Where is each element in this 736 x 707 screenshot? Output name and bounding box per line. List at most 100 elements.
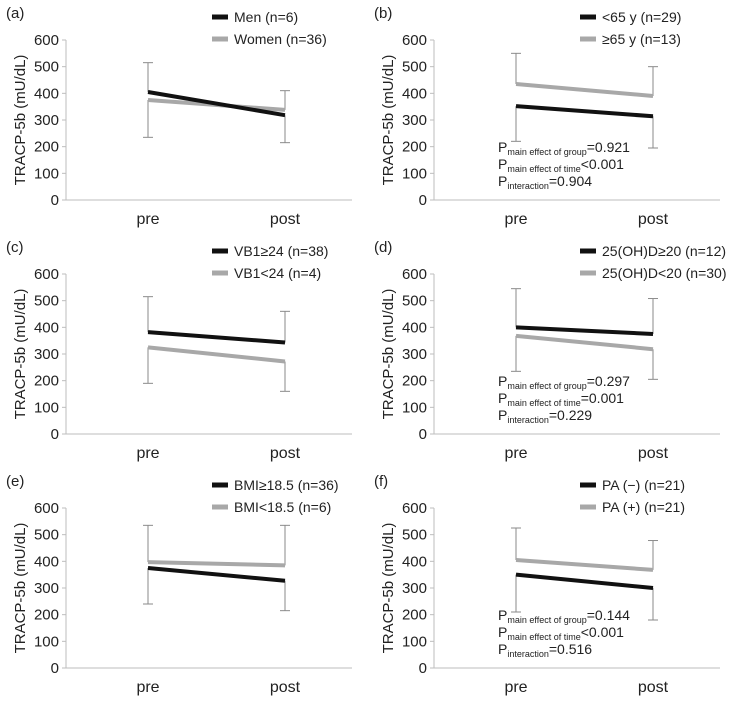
stat-p: P (498, 139, 507, 155)
y-tick-label: 400 (34, 553, 59, 570)
stat-line: Pmain effect of time=0.001 (498, 390, 624, 408)
stat-subscript: interaction (507, 181, 549, 191)
chart-c: (c) TRACP-5b (mU/dL) 0 100 200 300 400 500 600 pr… (6, 239, 352, 462)
stat-line: Pinteraction=0.904 (498, 173, 592, 191)
legend-label: <65 y (n=29) (602, 9, 681, 25)
x-tick-label: post (638, 445, 669, 462)
series-line-gray (515, 333, 654, 352)
stat-subscript: main effect of time (507, 164, 580, 174)
stat-value: =0.904 (549, 173, 592, 189)
series-line-gray (147, 345, 286, 364)
panel-label: (e) (6, 473, 24, 490)
stat-p: P (498, 373, 507, 389)
y-axis-title: TRACP-5b (mU/dL) (12, 523, 29, 654)
stat-value: =0.144 (587, 607, 630, 623)
series-line-black (515, 104, 654, 119)
y-tick-label: 100 (402, 165, 427, 182)
x-tick-label: post (638, 211, 669, 228)
y-tick-label: 0 (419, 192, 427, 209)
y-tick-label: 300 (34, 580, 59, 597)
y-tick-label: 0 (51, 426, 59, 443)
y-tick-label: 200 (402, 139, 427, 156)
stat-p: P (498, 390, 507, 406)
stat-value: =0.297 (587, 373, 630, 389)
legend-label: BMI<18.5 (n=6) (234, 499, 331, 515)
stat-line: Pmain effect of group=0.921 (498, 139, 630, 157)
legend-label: VB1<24 (n=4) (234, 265, 321, 281)
y-tick-label: 0 (419, 660, 427, 677)
series-line-black (515, 572, 654, 590)
y-tick-label: 100 (34, 399, 59, 416)
panel-label: (c) (6, 239, 24, 256)
panel-label: (f) (374, 473, 388, 490)
stat-value: =0.921 (587, 139, 630, 155)
panel-c: (c) TRACP-5b (mU/dL) 0 100 200 300 400 500 600 pr… (0, 234, 368, 473)
x-tick-label: post (270, 211, 301, 228)
y-tick-label: 400 (402, 85, 427, 102)
y-tick-label: 400 (34, 319, 59, 336)
panel-label: (b) (374, 5, 392, 22)
chart-e: (e) TRACP-5b (mU/dL) 0 100 200 300 400 500 600 pr… (6, 473, 352, 696)
stat-p: P (498, 173, 507, 189)
stat-subscript: main effect of group (507, 615, 586, 625)
x-tick-label: pre (504, 679, 527, 696)
stat-value: =0.229 (549, 407, 592, 423)
chart-d: (d) TRACP-5b (mU/dL) 0 100 200 300 400 500 600 pr… (374, 239, 727, 462)
y-tick-label: 300 (402, 580, 427, 597)
y-axis-title: TRACP-5b (mU/dL) (380, 523, 397, 654)
y-tick-label: 0 (51, 660, 59, 677)
y-tick-label: 300 (34, 112, 59, 129)
y-tick-label: 400 (402, 553, 427, 570)
series-line-black (515, 325, 654, 336)
chart-a: (a) TRACP-5b (mU/dL) 0 100 200 300 400 500 600 pr… (6, 5, 352, 228)
x-tick-label: pre (136, 679, 159, 696)
legend-label: BMI≥18.5 (n=36) (234, 477, 339, 493)
y-tick-label: 300 (402, 346, 427, 363)
y-tick-label: 200 (34, 139, 59, 156)
y-tick-label: 200 (402, 607, 427, 624)
y-tick-label: 200 (402, 373, 427, 390)
stat-value: <0.001 (581, 156, 624, 172)
panel-label: (d) (374, 239, 392, 256)
y-tick-label: 600 (34, 32, 59, 49)
y-tick-label: 200 (34, 607, 59, 624)
stat-value: <0.001 (581, 624, 624, 640)
y-axis-title: TRACP-5b (mU/dL) (380, 55, 397, 186)
x-tick-label: pre (136, 445, 159, 462)
y-tick-label: 500 (402, 527, 427, 544)
stat-line: Pinteraction=0.516 (498, 641, 592, 659)
panel-d: (d) TRACP-5b (mU/dL) 0 100 200 300 400 500 600 pr… (368, 234, 736, 473)
panel-label: (a) (6, 5, 24, 22)
y-tick-label: 500 (402, 59, 427, 76)
stat-line: Pmain effect of time<0.001 (498, 624, 624, 642)
y-tick-label: 300 (402, 112, 427, 129)
y-tick-label: 100 (34, 633, 59, 650)
series-line-black (147, 566, 286, 583)
y-tick-label: 600 (34, 500, 59, 517)
y-tick-label: 100 (402, 399, 427, 416)
stat-line: Pmain effect of group=0.297 (498, 373, 630, 391)
x-tick-label: pre (504, 211, 527, 228)
y-tick-label: 0 (51, 192, 59, 209)
panel-f: (f) TRACP-5b (mU/dL) 0 100 200 300 400 500 600 pr… (368, 468, 736, 707)
y-tick-label: 400 (402, 319, 427, 336)
series-line-gray (147, 560, 286, 568)
y-tick-label: 100 (34, 165, 59, 182)
series-line-gray (515, 82, 654, 98)
stat-value: =0.516 (549, 641, 592, 657)
stat-line: Pinteraction=0.229 (498, 407, 592, 425)
stat-line: Pmain effect of time<0.001 (498, 156, 624, 174)
stat-p: P (498, 407, 507, 423)
legend-label: Men (n=6) (234, 9, 298, 25)
chart-b: (b) TRACP-5b (mU/dL) 0 100 200 300 400 500 600 pr… (374, 5, 720, 228)
legend-label: Women (n=36) (234, 31, 327, 47)
y-axis-title: TRACP-5b (mU/dL) (380, 289, 397, 420)
stat-subscript: main effect of group (507, 381, 586, 391)
y-tick-label: 0 (419, 426, 427, 443)
y-tick-label: 600 (34, 266, 59, 283)
x-tick-label: pre (136, 211, 159, 228)
series-line-black (147, 90, 286, 118)
legend-label: PA (+) (n=21) (602, 499, 685, 515)
x-tick-label: post (270, 445, 301, 462)
y-tick-label: 500 (34, 59, 59, 76)
